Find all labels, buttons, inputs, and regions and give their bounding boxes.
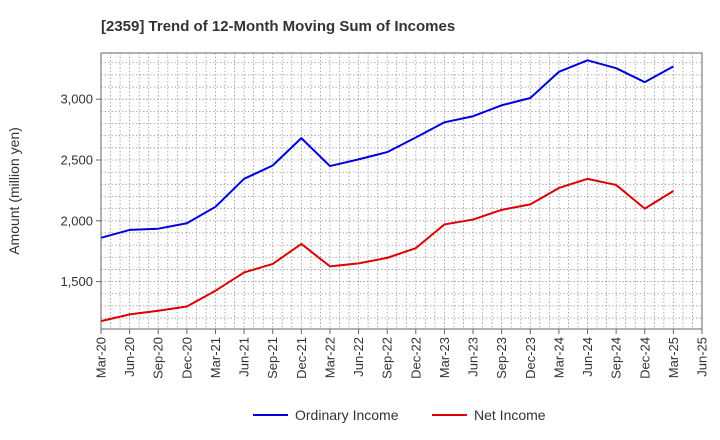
series-lines	[100, 59, 674, 323]
x-tick-label: Jun-20	[122, 337, 137, 377]
x-tick-label: Mar-24	[551, 337, 566, 378]
x-tick-label: Sep-23	[494, 337, 509, 379]
plot-frame	[100, 52, 703, 330]
y-tick-label: 2,000	[60, 213, 93, 228]
grid	[101, 53, 702, 329]
x-tick-label: Sep-22	[380, 337, 395, 379]
x-tick-label: Dec-20	[179, 337, 194, 379]
x-tick-label: Jun-25	[695, 337, 710, 377]
x-tick-label: Sep-20	[151, 337, 166, 379]
x-tick-label: Jun-23	[466, 337, 481, 377]
x-tick-label: Mar-22	[322, 337, 337, 378]
legend: Ordinary Income Net Income	[253, 407, 546, 423]
x-tick-label: Dec-21	[294, 337, 309, 379]
x-tick-label: Jun-24	[580, 337, 595, 377]
x-tick-label: Sep-24	[609, 337, 624, 379]
x-tick-label: Mar-20	[94, 337, 109, 378]
x-tick-label: Dec-23	[523, 337, 538, 379]
y-ticks: 1,500 2,000 2,500 3,000	[60, 92, 101, 289]
x-tick-label: Jun-21	[237, 337, 252, 377]
x-tick-label: Dec-22	[408, 337, 423, 379]
x-tick-label: Jun-22	[351, 337, 366, 377]
y-axis-label: Amount (million yen)	[6, 127, 22, 255]
legend-label: Net Income	[474, 407, 546, 423]
y-tick-label: 1,500	[60, 274, 93, 289]
y-tick-label: 2,500	[60, 152, 93, 167]
x-tick-label: Mar-23	[437, 337, 452, 378]
series-line-ordinary-income	[100, 59, 674, 239]
x-tick-label: Dec-24	[637, 337, 652, 379]
y-tick-label: 3,000	[60, 92, 93, 107]
x-tick-label: Sep-21	[265, 337, 280, 379]
x-tick-label: Mar-21	[208, 337, 223, 378]
series-line-net-income	[100, 177, 674, 323]
x-tick-label: Mar-25	[666, 337, 681, 378]
x-ticks: Mar-20 Jun-20 Sep-20 Dec-20 Mar-21 Jun-21 Sep-…	[94, 329, 710, 379]
chart-title: [2359] Trend of 12-Month Moving Sum of I…	[101, 18, 455, 35]
legend-label: Ordinary Income	[295, 407, 399, 423]
